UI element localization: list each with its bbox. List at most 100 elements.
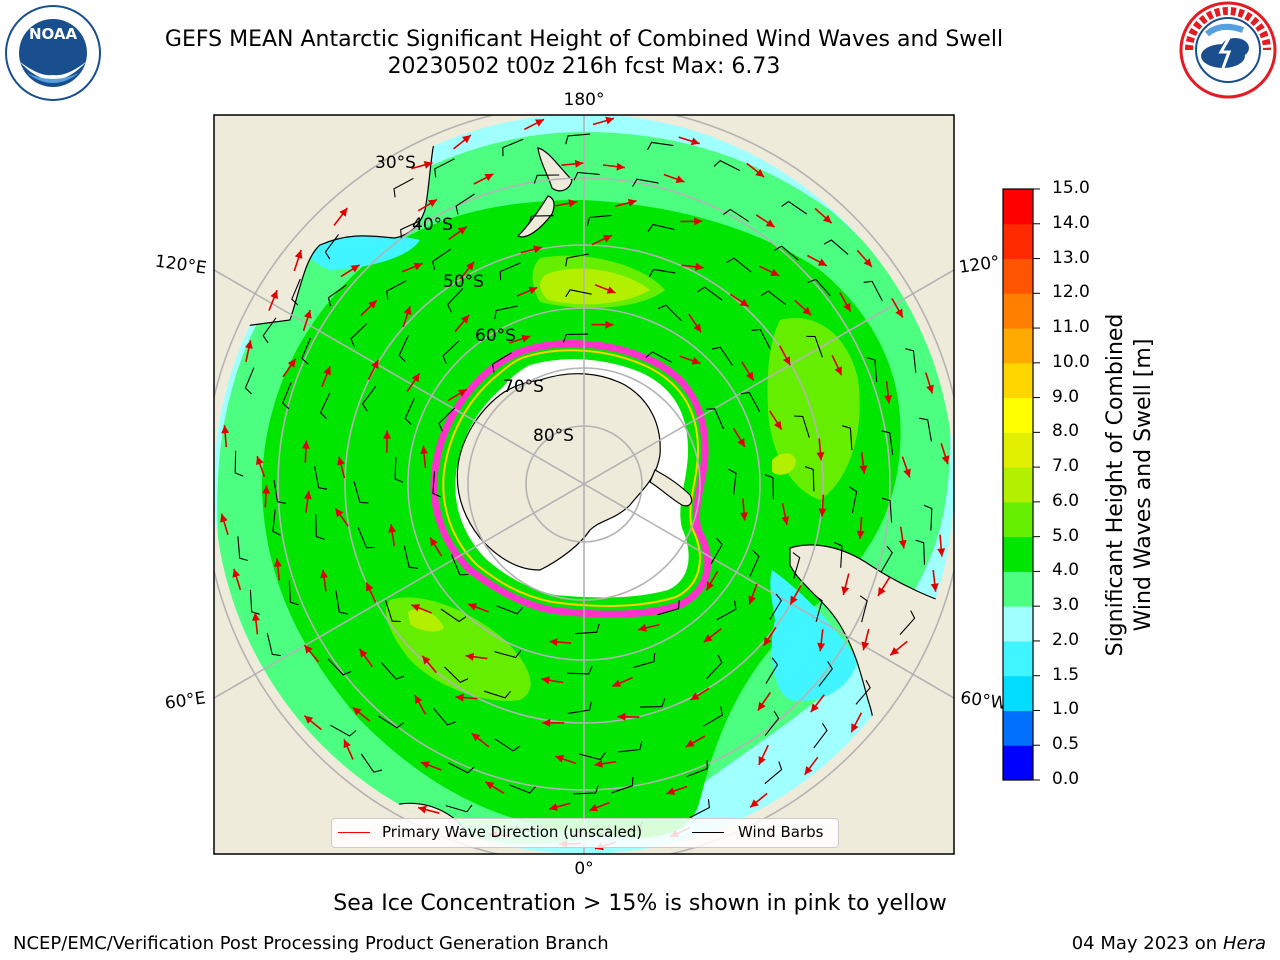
wave-arrow-head (690, 692, 700, 700)
lon-label-120w: 120° (958, 252, 1001, 278)
wave-arrow-head (221, 425, 230, 434)
wind-barb (881, 497, 893, 523)
wave-arrow-head (782, 356, 791, 366)
wave-arrow-head (706, 581, 714, 591)
land-new-zealand-north (537, 147, 573, 192)
wind-barb (509, 784, 536, 794)
wind-barb (881, 430, 894, 455)
wind-barb (565, 289, 592, 298)
wave-arrow-head (304, 645, 313, 654)
wind-barb (403, 545, 418, 569)
wind-barb (764, 761, 783, 785)
wind-barb (919, 417, 932, 442)
wave-arrow-head (627, 198, 637, 207)
colorbar-segment (1003, 328, 1033, 364)
wind-barb (792, 552, 801, 579)
wave-arrow-head (834, 366, 842, 376)
wave-arrow-head (245, 340, 253, 349)
lon-label-60w: 60°W (959, 688, 1008, 714)
wave-arrow-head (460, 314, 470, 324)
colorbar-segment (1003, 258, 1033, 294)
wind-barb (639, 698, 666, 708)
wave-arrow-head (695, 262, 704, 271)
wave-arrow-head (533, 245, 542, 254)
colorbar-segment (1003, 293, 1033, 329)
wave-arrow-head (802, 306, 812, 316)
wave-arrow-head (818, 508, 827, 517)
wind-barb (494, 738, 521, 752)
svg-text:NOAA: NOAA (29, 25, 78, 43)
colorbar-tick-label: 4.0 (1052, 560, 1080, 581)
wave-arrow-head (843, 302, 851, 312)
wind-barb (859, 595, 868, 623)
wind-barb (314, 466, 328, 490)
wave-arrow-head (383, 430, 391, 439)
wind-barb (494, 305, 518, 320)
wave-arrow-head (745, 371, 754, 381)
wave-arrow-head (542, 718, 551, 727)
noaa-logo: NOAA (5, 5, 101, 101)
wind-barb (378, 715, 405, 729)
wind-barb (567, 701, 592, 714)
wind-barb (764, 474, 774, 500)
lon-label-120e: 120°E (154, 252, 208, 279)
wave-arrow-head (273, 558, 282, 567)
wave-arrow-head (303, 490, 312, 500)
wind-barb (849, 486, 858, 514)
wave-arrow-head (926, 384, 934, 394)
wind-barb (327, 658, 352, 676)
wave-arrow-head (335, 508, 344, 518)
wind-barb (645, 351, 672, 363)
wind-barb (353, 481, 369, 504)
wave-band-6m (540, 268, 650, 305)
antarctic-peninsula (649, 469, 693, 507)
wave-arrow-head (617, 712, 626, 721)
wind-barb (282, 382, 292, 410)
wind-barb (842, 425, 853, 451)
colorbar-frame (1002, 188, 1034, 781)
wind-barb (262, 317, 277, 344)
machine-name: Hera (1222, 933, 1266, 954)
colorbar-segment (1003, 710, 1033, 746)
wave-arrow-head (521, 334, 531, 343)
graticule (214, 115, 954, 854)
wave-arrow-head (466, 261, 475, 271)
wind-barb (723, 208, 750, 222)
wind-barb (899, 610, 916, 635)
wind-barb (706, 654, 723, 679)
colorbar-tick-label: 1.0 (1052, 699, 1080, 720)
wave-arrow-head (541, 676, 550, 685)
colorbar-tick-label: 0.0 (1052, 769, 1080, 789)
wind-barb (711, 346, 733, 366)
wave-arrow-head (388, 524, 397, 533)
wind-barbs (234, 133, 933, 835)
wave-arrow-head (484, 173, 494, 182)
wave-arrow-head (804, 766, 813, 775)
sea-ice-note: Sea Ice Concentration > 15% is shown in … (333, 891, 947, 916)
wave-arrow-head (861, 641, 870, 651)
lat-label-70s: 70°S (503, 377, 544, 397)
wind-barb (272, 509, 281, 536)
wind-barb (455, 193, 475, 215)
wave-arrow-head (851, 723, 859, 733)
run-date-text: 04 May 2023 on (1071, 933, 1218, 954)
wave-arrow-head (413, 262, 423, 271)
wave-arrow-head (418, 805, 427, 814)
wind-barb (444, 666, 469, 683)
lat-label-40s: 40°S (412, 215, 453, 235)
wave-arrow-head (287, 358, 296, 368)
wind-barb (398, 335, 409, 362)
wave-arrow-head (568, 199, 577, 208)
wave-arrow-head (822, 214, 832, 224)
wind-barb (502, 138, 524, 157)
wind-barb (866, 357, 878, 382)
wave-arrow-head (737, 438, 745, 447)
wave-arrow-head (863, 258, 872, 267)
wave-arrow-head (895, 308, 903, 318)
colorbar-segment (1003, 571, 1033, 607)
wind-barb (438, 407, 456, 432)
wind-barb (335, 590, 348, 615)
wave-arrow-head (941, 455, 950, 465)
wind-barb (432, 471, 441, 498)
